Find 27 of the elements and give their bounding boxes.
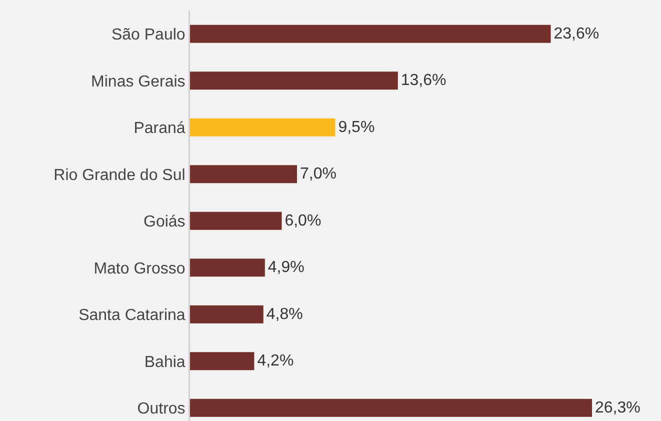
data-label: 7,0% bbox=[300, 166, 336, 183]
bar bbox=[190, 305, 264, 324]
data-label: 13,6% bbox=[400, 72, 446, 90]
bar bbox=[190, 72, 398, 90]
bar bbox=[190, 398, 592, 417]
bar bbox=[190, 352, 254, 370]
data-label: 23,6% bbox=[554, 25, 600, 42]
y-tick-label: São Paulo bbox=[111, 26, 186, 44]
bar bbox=[190, 165, 297, 184]
data-label: 6,0% bbox=[284, 212, 322, 230]
data-label: 26,3% bbox=[595, 399, 640, 416]
data-label: 4,8% bbox=[266, 306, 303, 323]
bar bbox=[190, 212, 282, 230]
y-tick-label: Paraná bbox=[134, 120, 186, 138]
y-tick-label: Goiás bbox=[144, 214, 186, 231]
data-label: 4,2% bbox=[257, 352, 294, 370]
y-tick-label: Santa Catarina bbox=[78, 307, 186, 324]
data-label: 9,5% bbox=[338, 118, 375, 136]
y-tick-label: Bahia bbox=[144, 354, 186, 371]
bar bbox=[190, 118, 336, 136]
y-tick-label: Outros bbox=[137, 400, 186, 418]
bar bbox=[190, 258, 265, 277]
y-tick-label: Minas Gerais bbox=[91, 73, 186, 90]
y-tick-label: Mato Grosso bbox=[94, 260, 186, 278]
y-tick-label: Rio Grande do Sul bbox=[54, 166, 186, 184]
data-label: 4,9% bbox=[268, 259, 304, 276]
bar bbox=[190, 24, 551, 43]
